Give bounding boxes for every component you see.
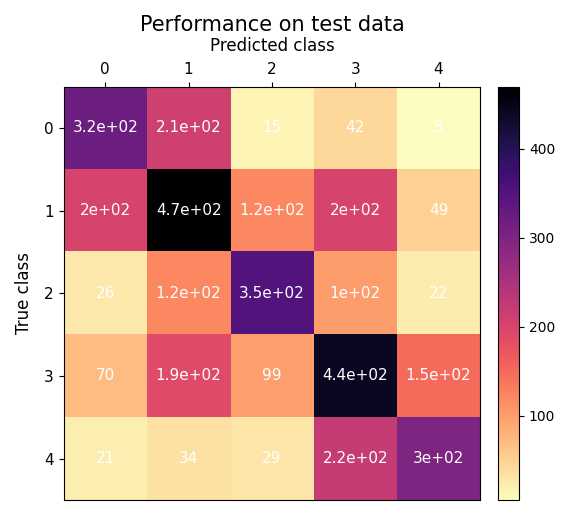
Y-axis label: True class: True class	[15, 252, 33, 334]
Text: 5: 5	[434, 121, 443, 135]
Title: Performance on test data: Performance on test data	[140, 15, 404, 35]
Text: 15: 15	[262, 121, 282, 135]
Text: 4.4e+02: 4.4e+02	[323, 368, 388, 384]
X-axis label: Predicted class: Predicted class	[210, 37, 334, 55]
Text: 21: 21	[96, 451, 115, 466]
Text: 1.2e+02: 1.2e+02	[239, 203, 305, 218]
Text: 70: 70	[96, 368, 115, 384]
Text: 2e+02: 2e+02	[329, 203, 381, 218]
Text: 2.1e+02: 2.1e+02	[156, 121, 221, 135]
Text: 4.7e+02: 4.7e+02	[156, 203, 221, 218]
Text: 99: 99	[262, 368, 282, 384]
Text: 34: 34	[179, 451, 198, 466]
Text: 1e+02: 1e+02	[329, 286, 381, 301]
Text: 22: 22	[429, 286, 448, 301]
Text: 3.5e+02: 3.5e+02	[239, 286, 305, 301]
Text: 3.2e+02: 3.2e+02	[72, 121, 138, 135]
Text: 42: 42	[345, 121, 365, 135]
Text: 49: 49	[429, 203, 448, 218]
Text: 26: 26	[96, 286, 115, 301]
Text: 29: 29	[262, 451, 282, 466]
Text: 1.2e+02: 1.2e+02	[156, 286, 221, 301]
Text: 3e+02: 3e+02	[413, 451, 464, 466]
Text: 1.5e+02: 1.5e+02	[406, 368, 471, 384]
Text: 2e+02: 2e+02	[80, 203, 131, 218]
Text: 2.2e+02: 2.2e+02	[323, 451, 388, 466]
Text: 1.9e+02: 1.9e+02	[156, 368, 221, 384]
